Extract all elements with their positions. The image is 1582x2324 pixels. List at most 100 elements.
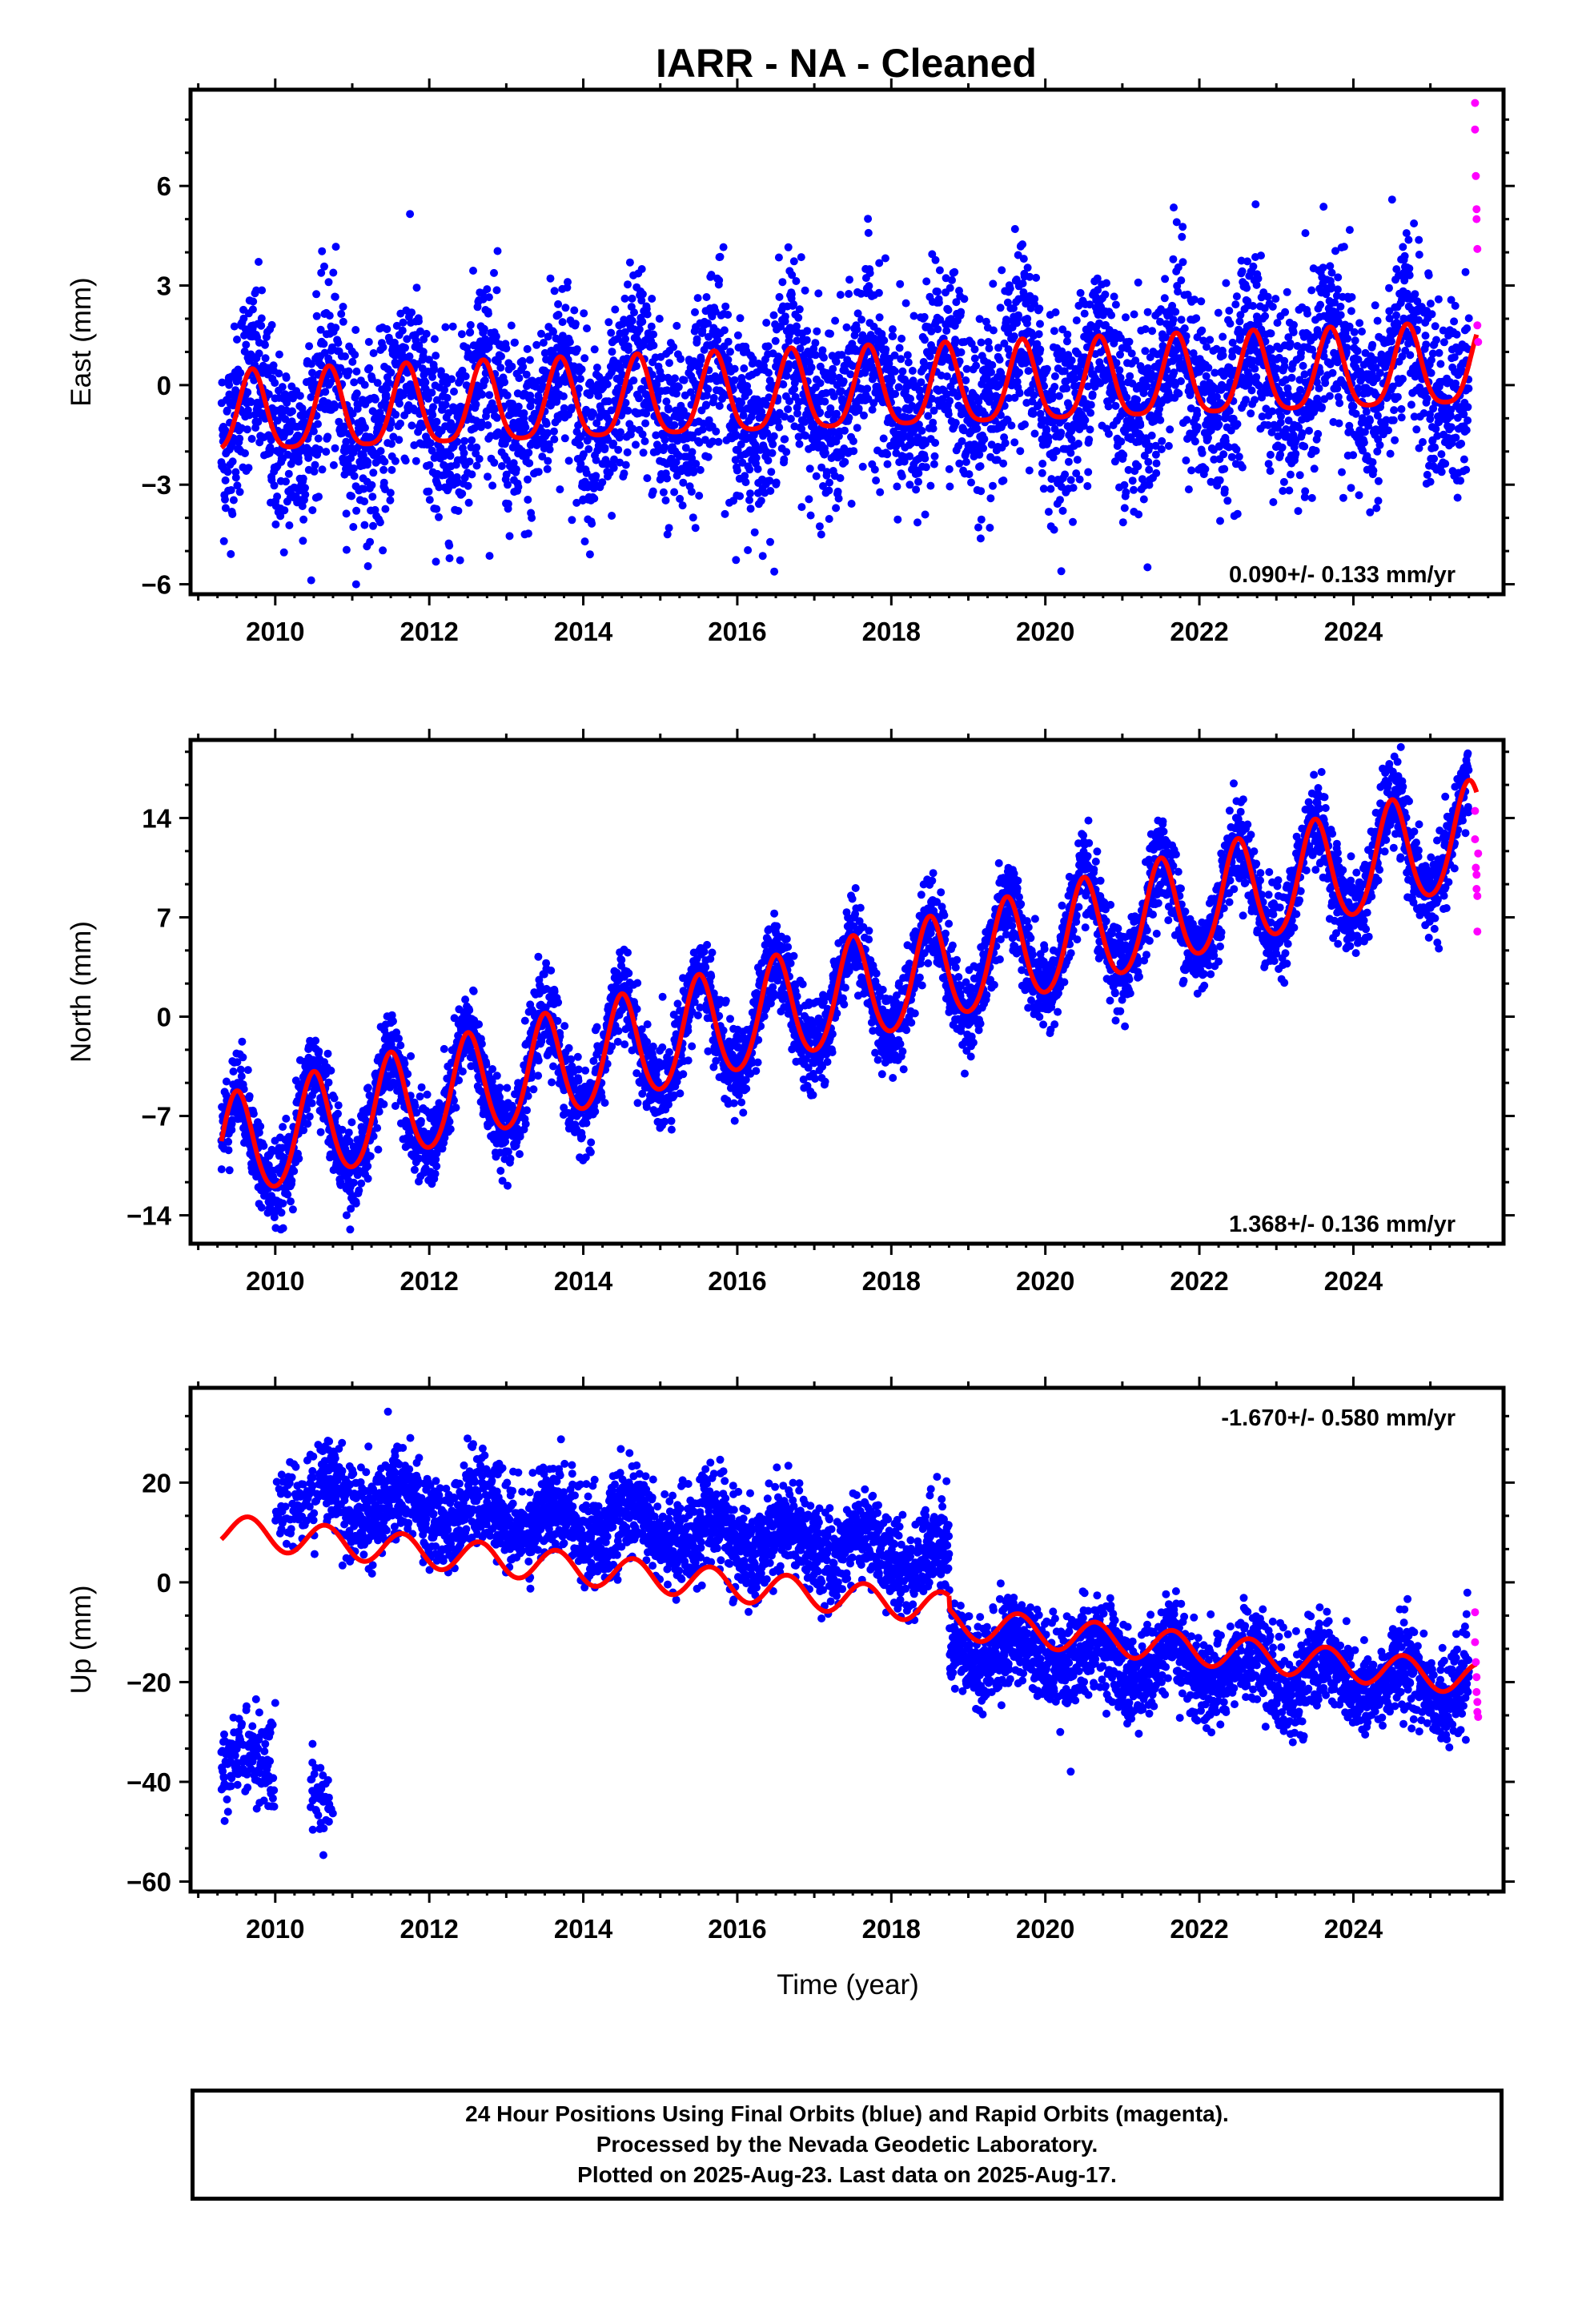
east-final-point-1861 xyxy=(695,492,704,500)
east-final-point-1375 xyxy=(570,306,579,315)
east-final-point-4417 xyxy=(1351,336,1359,345)
east-final-point-2159 xyxy=(771,336,780,345)
east-final-point-3884 xyxy=(1214,308,1223,317)
east-final-point-1823 xyxy=(685,460,693,468)
east-final-point-194 xyxy=(267,436,275,444)
east-final-point-1143 xyxy=(511,338,519,347)
east-final-point-2005 xyxy=(732,556,741,565)
east-final-point-3794 xyxy=(1191,437,1199,446)
east-final-point-1194 xyxy=(524,496,532,504)
east-final-point-4219 xyxy=(1300,442,1309,451)
east-final-point-1202 xyxy=(525,356,534,364)
east-final-point-4716 xyxy=(1427,310,1436,319)
east-final-point-1209 xyxy=(528,513,536,522)
east-final-point-1973 xyxy=(724,311,733,319)
east-final-point-2462 xyxy=(849,436,857,445)
east-final-point-1319 xyxy=(556,485,564,494)
east-final-point-438 xyxy=(329,460,338,469)
east-final-point-2021 xyxy=(736,314,745,323)
east-final-point-1849 xyxy=(692,460,701,468)
east-final-point-512 xyxy=(348,409,357,418)
east-final-point-101 xyxy=(243,425,251,434)
east-final-point-87 xyxy=(239,314,248,323)
east-final-point-4729 xyxy=(1431,322,1439,331)
east-final-point-3904 xyxy=(1219,450,1228,459)
east-final-point-3264 xyxy=(1055,392,1063,400)
east-final-point-3599 xyxy=(1141,347,1150,356)
east-final-point-3801 xyxy=(1193,410,1202,419)
east-final-point-91 xyxy=(240,347,249,356)
east-final-point-4142 xyxy=(1280,362,1289,371)
east-final-point-1396 xyxy=(576,440,584,449)
east-final-point-3317 xyxy=(1069,517,1077,526)
east-final-point-2839 xyxy=(946,283,954,292)
east-final-point-4768 xyxy=(1441,460,1450,468)
east-final-point-992 xyxy=(472,400,480,408)
east-final-point-1431 xyxy=(584,444,593,453)
east-final-point-1522 xyxy=(608,348,616,356)
east-final-point-319 xyxy=(299,474,307,483)
east-final-point-3054 xyxy=(1001,439,1010,448)
east-final-point-4636 xyxy=(1407,400,1415,409)
east-final-point-2368 xyxy=(825,515,833,523)
east-final-point-4792 xyxy=(1447,423,1456,432)
east-final-point-496 xyxy=(344,367,353,376)
east-final-point-1509 xyxy=(604,318,613,327)
east-final-point-1103 xyxy=(500,378,509,387)
east-final-point-1975 xyxy=(724,337,733,346)
east-final-point-1592 xyxy=(625,258,634,267)
east-final-point-487 xyxy=(342,509,351,518)
east-final-point-4223 xyxy=(1301,229,1310,238)
east-final-point-1569 xyxy=(620,469,628,478)
east-final-point-4434 xyxy=(1355,319,1364,328)
east-final-point-4742 xyxy=(1434,295,1443,304)
east-final-point-1067 xyxy=(491,404,500,413)
east-final-point-1016 xyxy=(478,390,487,399)
east-final-point-2154 xyxy=(770,567,779,576)
east-final-point-2612 xyxy=(887,376,896,385)
east-final-point-3600 xyxy=(1141,325,1150,333)
east-final-point-2684 xyxy=(906,394,914,403)
east-final-point-976 xyxy=(468,470,476,479)
east-final-point-355 xyxy=(308,506,317,515)
east-final-point-3833 xyxy=(1201,464,1210,473)
east-final-point-1660 xyxy=(643,310,652,319)
east-final-point-1114 xyxy=(503,391,512,400)
east-final-point-1412 xyxy=(580,309,588,318)
east-final-point-1919 xyxy=(709,393,718,402)
east-final-point-2902 xyxy=(962,457,970,466)
east-final-point-2825 xyxy=(942,327,951,335)
east-final-point-4086 xyxy=(1266,467,1275,475)
east-final-point-947 xyxy=(460,436,469,445)
east-final-point-1862 xyxy=(695,438,704,447)
east-final-point-1246 xyxy=(537,329,545,338)
east-final-point-2429 xyxy=(841,457,849,466)
east-final-point-847 xyxy=(435,513,443,521)
east-final-point-109 xyxy=(245,411,254,420)
east-final-point-1037 xyxy=(484,472,492,481)
east-final-point-4508 xyxy=(1374,476,1383,485)
east-final-point-2424 xyxy=(839,377,848,386)
east-final-point-444 xyxy=(331,292,339,301)
east-final-point-1349 xyxy=(564,278,572,287)
east-final-point-3267 xyxy=(1056,496,1064,505)
east-final-point-1364 xyxy=(567,404,576,412)
east-final-point-848 xyxy=(435,483,444,492)
east-final-point-821 xyxy=(428,446,436,455)
east-final-point-475 xyxy=(339,317,347,326)
east-final-point-2369 xyxy=(825,478,833,487)
east-final-point-1393 xyxy=(575,384,584,393)
east-rapid-point-2 xyxy=(1472,171,1480,180)
east-final-point-4152 xyxy=(1283,287,1291,296)
east-final-point-351 xyxy=(307,360,315,368)
east-final-point-3890 xyxy=(1215,476,1224,485)
east-final-point-3347 xyxy=(1076,288,1085,297)
east-final-point-1272 xyxy=(544,456,552,465)
east-final-point-4561 xyxy=(1387,195,1396,204)
east-final-point-1076 xyxy=(493,247,502,255)
east-final-point-1574 xyxy=(621,335,630,344)
east-final-point-1652 xyxy=(641,419,650,428)
east-final-point-1282 xyxy=(546,274,555,283)
east-final-point-2231 xyxy=(789,257,798,266)
east-final-point-2494 xyxy=(857,316,866,324)
